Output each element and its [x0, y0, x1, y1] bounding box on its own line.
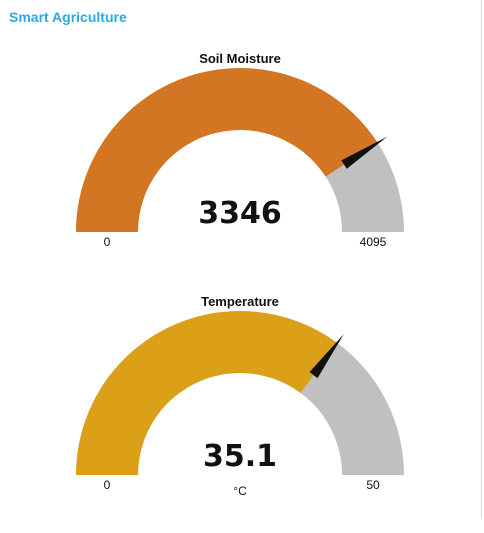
gauge-fill	[76, 311, 338, 475]
gauge-value: 35.1	[202, 439, 278, 474]
gauge-value: 3346	[198, 196, 282, 231]
panel-divider	[481, 0, 482, 518]
gauge-title: Temperature	[201, 294, 279, 309]
gauge-dial	[76, 311, 404, 475]
gauge-title: Soil Moisture	[199, 51, 281, 66]
gauge-unit: °C	[233, 484, 247, 498]
gauge-max-label: 4095	[359, 235, 387, 249]
gauge-needle	[309, 334, 344, 379]
temperature-gauge: Temperature 35.1 °C 0 50	[0, 283, 480, 533]
gauge-min-label: 0	[103, 478, 111, 492]
gauge-dial	[76, 67, 404, 232]
gauge-max-label: 50	[366, 478, 380, 492]
soil-moisture-gauge: Soil Moisture 3346 0 4095	[0, 40, 480, 290]
gauge-min-label: 0	[103, 235, 111, 249]
gauge-fill	[76, 67, 378, 232]
gauge-needle	[341, 136, 387, 169]
app-title: Smart Agriculture	[9, 9, 127, 25]
